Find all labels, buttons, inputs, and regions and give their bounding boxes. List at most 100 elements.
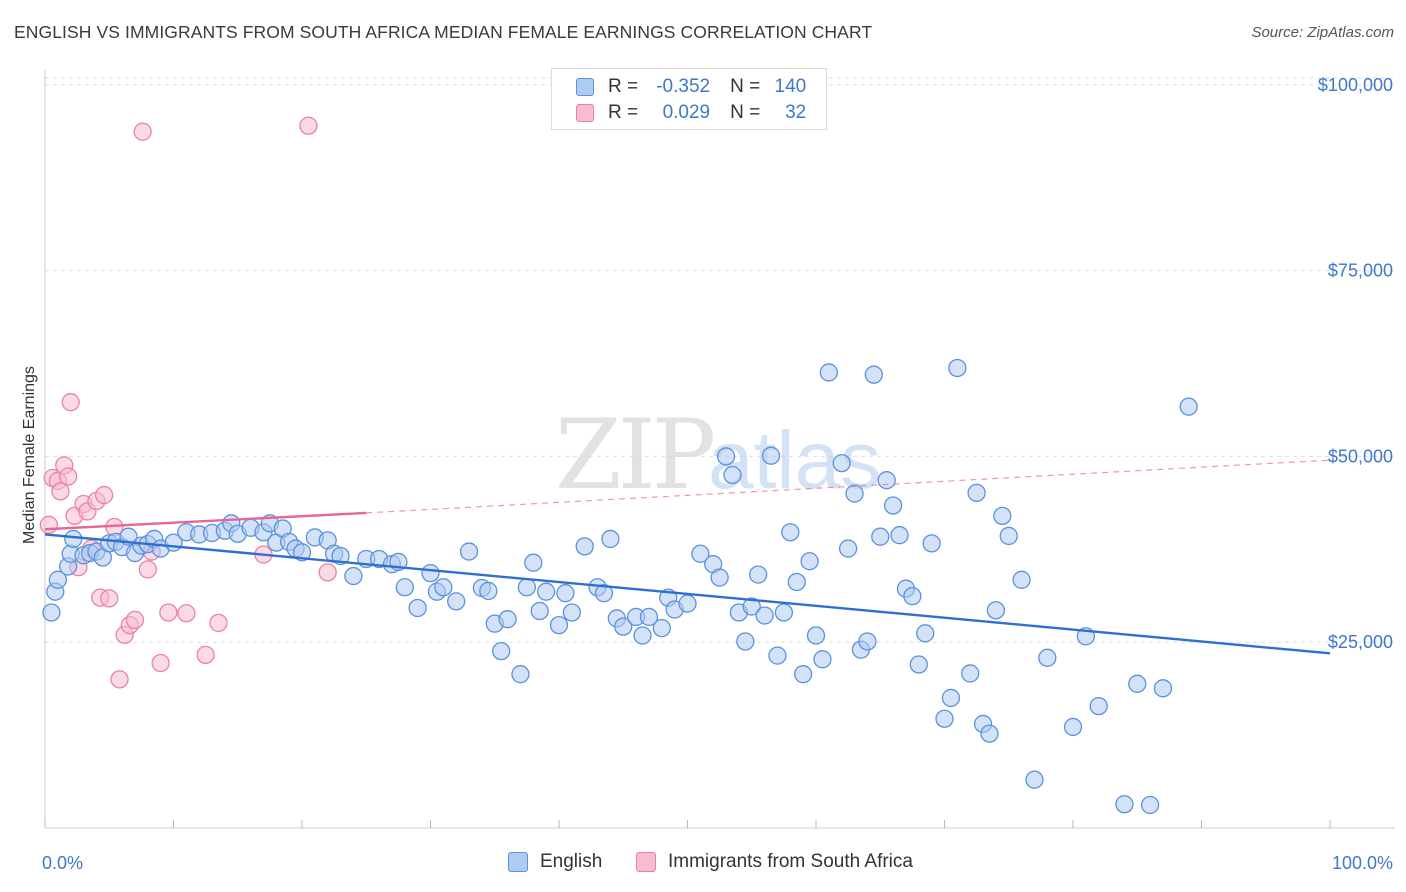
legend-swatch-english — [508, 852, 528, 872]
data-point-english — [890, 526, 909, 545]
data-point-english — [781, 523, 800, 542]
data-point-english — [761, 446, 781, 465]
trend-line-south-africa-extension — [366, 459, 1331, 514]
legend-r-label: R = — [608, 76, 639, 97]
data-point-english — [903, 586, 922, 606]
source-label: Source: ZipAtlas.com — [1251, 24, 1394, 41]
data-point-english — [838, 539, 858, 558]
data-point-english — [498, 610, 517, 629]
data-point-english — [819, 363, 838, 382]
data-point-english — [492, 641, 511, 661]
data-point-english — [716, 447, 736, 466]
data-point-english — [459, 542, 479, 561]
trend-lines — [44, 459, 1331, 655]
data-point-english — [909, 655, 928, 674]
chart-title: ENGLISH VS IMMIGRANTS FROM SOUTH AFRICA … — [14, 22, 873, 42]
data-point-english — [742, 597, 761, 616]
series-english — [42, 358, 1198, 815]
legend-n-label: N = — [730, 102, 761, 123]
data-point-south-africa — [58, 467, 78, 486]
data-point-english — [691, 544, 710, 563]
data-point-south-africa — [39, 515, 59, 534]
data-point-english — [986, 601, 1006, 620]
data-point-english — [537, 582, 556, 601]
data-point-english — [864, 365, 883, 384]
data-point-english — [421, 563, 440, 583]
data-point-english — [845, 484, 864, 503]
trend-line-english — [44, 533, 1331, 655]
data-point-english — [877, 471, 896, 490]
data-point-english — [1153, 679, 1173, 698]
data-point-english — [1140, 795, 1160, 815]
data-point-english — [614, 617, 633, 636]
data-point-english — [941, 688, 961, 708]
legend-swatch-south-africa — [576, 104, 594, 122]
data-point-english — [787, 572, 806, 592]
legend-r-value-english: -0.352 — [656, 76, 711, 97]
data-point-english — [408, 598, 427, 618]
data-point-english — [434, 578, 453, 597]
data-point-english — [1179, 397, 1198, 416]
data-point-english — [48, 570, 67, 589]
data-point-english — [948, 358, 967, 378]
legend-item-english[interactable]: English — [508, 851, 602, 873]
data-point-english — [678, 594, 697, 613]
legend-r-label: R = — [608, 102, 639, 123]
data-point-english — [768, 646, 787, 665]
data-point-south-africa — [196, 645, 215, 664]
data-point-south-africa — [299, 116, 318, 135]
legend-row-english: R = -0.352 N = 140 — [576, 76, 806, 98]
data-point-english — [935, 709, 954, 728]
data-point-english — [517, 578, 537, 597]
data-point-english — [530, 601, 549, 621]
data-point-south-africa — [110, 670, 129, 689]
data-point-english — [723, 465, 742, 485]
legend-swatch-english — [576, 78, 594, 96]
data-point-south-africa — [125, 610, 145, 630]
data-point-english — [749, 565, 768, 584]
data-point-english — [395, 578, 414, 597]
data-point-english — [652, 618, 671, 638]
data-point-english — [871, 527, 890, 546]
data-point-english — [1128, 674, 1147, 693]
data-point-english — [794, 665, 813, 684]
data-point-english — [447, 592, 466, 611]
data-point-english — [980, 724, 999, 743]
legend-swatch-south-africa — [636, 852, 656, 872]
x-tick-label-max: 100.0% — [1332, 853, 1393, 873]
data-point-english — [594, 584, 614, 603]
data-point-south-africa — [133, 122, 152, 141]
legend-row-south-africa: R = 0.029 N = 32 — [576, 102, 806, 124]
y-tick-label: $50,000 — [1328, 446, 1393, 466]
legend-n-value-south-africa: 32 — [785, 102, 807, 123]
data-point-english — [556, 584, 575, 603]
data-point-english — [832, 453, 851, 473]
data-point-english — [993, 506, 1012, 526]
correlation-legend: R = -0.352 N = 140 R = 0.029 N = 32 — [551, 68, 827, 130]
data-point-english — [575, 537, 594, 556]
data-point-english — [639, 607, 659, 627]
data-point-english — [806, 626, 826, 645]
data-point-english — [736, 632, 755, 651]
data-point-south-africa — [61, 393, 80, 412]
data-point-english — [344, 566, 363, 586]
data-point-south-africa — [151, 653, 170, 673]
data-point-english — [858, 632, 877, 651]
legend-item-south-africa[interactable]: Immigrants from South Africa — [636, 851, 913, 873]
data-point-english — [755, 606, 774, 625]
data-point-english — [549, 615, 569, 635]
data-point-english — [1038, 648, 1057, 667]
data-point-english — [1012, 570, 1031, 589]
data-point-south-africa — [177, 604, 196, 623]
data-point-english — [710, 568, 729, 587]
data-point-english — [1063, 717, 1083, 737]
legend-n-label: N = — [730, 76, 761, 97]
watermark-zip: ZIP — [555, 399, 714, 511]
legend-n-value-english: 140 — [774, 76, 807, 97]
data-point-english — [601, 529, 620, 549]
data-point-english — [524, 553, 543, 572]
legend-label-south-africa: Immigrants from South Africa — [668, 851, 913, 872]
data-point-south-africa — [318, 563, 337, 582]
series-legend: English Immigrants from South Africa — [0, 851, 1406, 879]
data-point-english — [633, 626, 652, 645]
